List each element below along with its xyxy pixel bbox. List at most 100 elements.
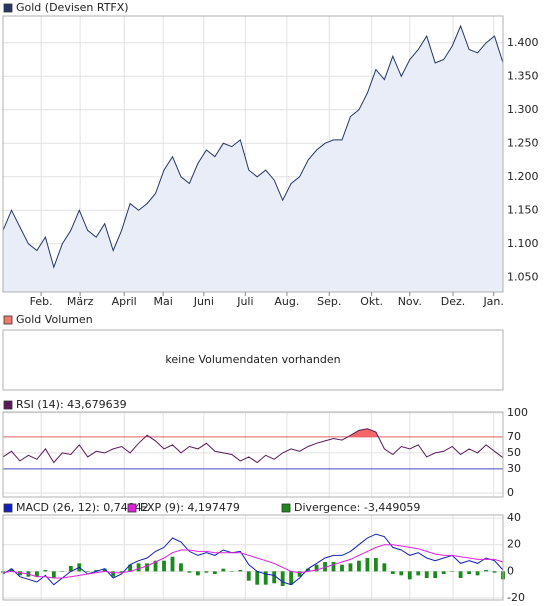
x-tick-label: Juni	[193, 295, 214, 308]
price-area	[3, 26, 503, 292]
x-tick-label: Aug.	[274, 295, 299, 308]
y-tick-label: 30	[507, 462, 521, 475]
legend-swatch	[3, 503, 13, 513]
divergence-bar	[136, 563, 141, 572]
divergence-bar	[68, 566, 73, 572]
divergence-bar	[60, 571, 65, 572]
panel-frame	[2, 514, 504, 601]
divergence-bar	[43, 570, 48, 572]
x-tick-label: April	[112, 295, 137, 308]
legend-swatch	[281, 503, 291, 513]
divergence-bar	[424, 571, 429, 579]
divergence-bar	[365, 558, 370, 572]
divergence-bar	[246, 571, 251, 581]
divergence-bar	[289, 571, 294, 585]
x-tick-label: Mai	[154, 295, 173, 308]
legend-swatch	[3, 400, 13, 410]
divergence-bar	[18, 571, 22, 576]
x-tick-label: Dez.	[441, 295, 466, 308]
y-tick-label: 20	[507, 538, 521, 551]
divergence-bar	[272, 571, 277, 584]
divergence-bar	[373, 558, 378, 572]
divergence-bar	[255, 571, 260, 585]
y-tick-label: 1.250	[507, 136, 539, 149]
divergence-bar	[229, 571, 234, 572]
divergence-bar	[170, 556, 175, 572]
panel-frame	[2, 15, 504, 293]
y-tick-label: 1.200	[507, 170, 539, 183]
divergence-bar	[348, 563, 353, 572]
legend-label: Divergence: -3,449059	[294, 501, 420, 514]
divergence-bar	[399, 571, 404, 576]
divergence-bar	[323, 562, 327, 572]
legend-label: EXP (9): 4,197479	[140, 501, 240, 514]
x-tick-label: Juli	[236, 295, 253, 308]
legend-label: RSI (14): 43,679639	[16, 398, 127, 411]
divergence-bar	[263, 571, 268, 585]
divergence-bar	[416, 571, 421, 576]
divergence-bar	[390, 571, 395, 575]
divergence-bar	[162, 560, 166, 572]
y-tick-label: 40	[507, 511, 521, 524]
legend-swatch	[3, 3, 13, 13]
y-tick-label: 1.300	[507, 103, 539, 116]
x-tick-label: März	[67, 295, 94, 308]
divergence-bar	[314, 564, 319, 572]
y-tick-label: 1.150	[507, 203, 539, 216]
divergence-bar	[128, 564, 133, 572]
divergence-bar	[238, 570, 243, 572]
series-line	[2, 24, 504, 269]
y-tick-label: 0	[507, 564, 514, 577]
divergence-bar	[492, 571, 497, 573]
divergence-bar	[484, 570, 488, 572]
legend-label: MACD (26, 12): 0,74842	[16, 501, 149, 514]
y-tick-label: 100	[507, 406, 528, 419]
legend-label: Gold (Devisen RTFX)	[16, 1, 129, 14]
series-line	[2, 533, 504, 586]
legend-swatch	[127, 503, 137, 513]
divergence-bar	[297, 571, 302, 577]
panel-background	[3, 330, 503, 390]
divergence-bar	[187, 571, 192, 573]
divergence-bar	[119, 571, 124, 573]
divergence-bar	[9, 568, 14, 572]
divergence-bar	[467, 571, 472, 575]
divergence-bar	[433, 571, 438, 579]
x-tick-label: Nov.	[398, 295, 422, 308]
divergence-bar	[340, 564, 344, 572]
panel-frame	[2, 411, 504, 498]
no-data-message: keine Volumendaten vorhanden	[165, 353, 340, 366]
divergence-bar	[306, 568, 310, 572]
divergence-bar	[212, 571, 217, 575]
divergence-bar	[407, 571, 412, 580]
y-tick-label: 1.050	[507, 270, 539, 283]
y-tick-label: -20	[507, 591, 525, 604]
x-tick-label: Okt.	[360, 295, 383, 308]
divergence-bar	[179, 563, 183, 572]
divergence-bar	[111, 571, 116, 577]
divergence-bar	[102, 568, 107, 572]
series-line	[2, 428, 504, 464]
panel-background	[3, 515, 503, 600]
y-tick-label: 0	[507, 486, 514, 499]
legend-label: Gold Volumen	[16, 313, 93, 326]
divergence-bar	[196, 571, 200, 576]
y-tick-label: 1.100	[507, 237, 539, 250]
divergence-bar	[382, 563, 387, 572]
divergence-bar	[441, 571, 446, 575]
divergence-bar	[221, 568, 226, 572]
divergence-bar	[458, 571, 463, 579]
y-tick-label: 1.400	[507, 36, 539, 49]
divergence-bar	[280, 571, 285, 587]
divergence-bar	[145, 563, 149, 572]
panel-frame	[2, 329, 504, 391]
divergence-bar	[51, 571, 56, 579]
divergence-bar	[475, 571, 480, 576]
divergence-bar	[204, 571, 209, 573]
y-tick-label: 1.350	[507, 69, 539, 82]
x-tick-label: Jan.	[482, 295, 503, 308]
divergence-bar	[94, 570, 99, 572]
y-tick-label: 50	[507, 446, 521, 459]
divergence-bar	[34, 571, 39, 577]
divergence-bar	[153, 560, 158, 572]
